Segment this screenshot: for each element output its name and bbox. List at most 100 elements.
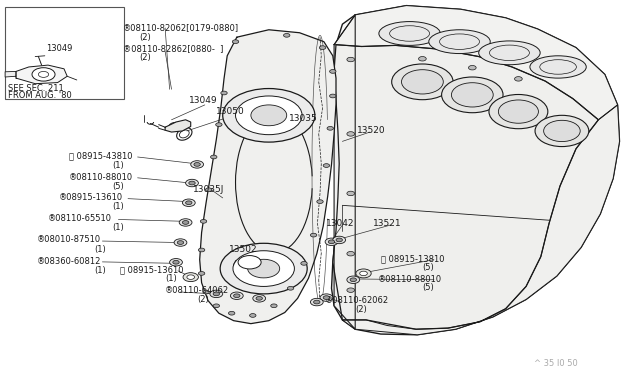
Circle shape <box>347 132 355 136</box>
Text: ®08110-62062: ®08110-62062 <box>325 296 389 305</box>
Circle shape <box>333 236 346 244</box>
Circle shape <box>213 304 220 308</box>
Circle shape <box>179 219 192 226</box>
Circle shape <box>319 46 326 49</box>
Circle shape <box>392 64 453 100</box>
Text: 13521: 13521 <box>372 219 401 228</box>
Text: (1): (1) <box>165 275 177 283</box>
Circle shape <box>236 96 302 135</box>
Circle shape <box>317 200 323 203</box>
Circle shape <box>310 233 317 237</box>
Circle shape <box>347 57 355 62</box>
Circle shape <box>38 71 49 77</box>
Circle shape <box>198 272 205 275</box>
Text: ®08110-88010: ®08110-88010 <box>378 275 442 283</box>
Ellipse shape <box>479 41 540 65</box>
Circle shape <box>220 243 307 294</box>
Text: Ⓣ 08915-43810: Ⓣ 08915-43810 <box>69 152 132 161</box>
Text: ®08915-13610: ®08915-13610 <box>59 193 123 202</box>
Circle shape <box>301 262 307 265</box>
Circle shape <box>216 123 222 126</box>
Circle shape <box>198 248 205 252</box>
Circle shape <box>442 77 503 113</box>
Circle shape <box>191 161 204 168</box>
Circle shape <box>223 89 315 142</box>
Text: 13035J: 13035J <box>193 185 225 194</box>
Circle shape <box>253 295 266 302</box>
Circle shape <box>248 259 280 278</box>
Polygon shape <box>333 45 598 329</box>
Circle shape <box>347 191 355 196</box>
Circle shape <box>489 94 548 129</box>
Circle shape <box>183 273 198 282</box>
Circle shape <box>228 311 235 315</box>
Circle shape <box>323 296 330 299</box>
Text: 13042: 13042 <box>326 219 355 228</box>
Circle shape <box>347 288 355 292</box>
Polygon shape <box>342 105 620 335</box>
Circle shape <box>200 219 207 223</box>
Circle shape <box>310 298 323 306</box>
Circle shape <box>205 188 212 192</box>
Circle shape <box>177 241 184 244</box>
Circle shape <box>347 276 360 283</box>
Circle shape <box>323 164 330 167</box>
Circle shape <box>401 70 444 94</box>
Text: 13520: 13520 <box>357 126 386 135</box>
Text: Ⓣ 08915-13610: Ⓣ 08915-13610 <box>120 266 184 275</box>
Circle shape <box>186 179 198 187</box>
Circle shape <box>419 57 426 61</box>
Circle shape <box>189 181 195 185</box>
Circle shape <box>360 271 367 276</box>
Ellipse shape <box>379 22 440 45</box>
Text: (2): (2) <box>140 53 151 62</box>
Text: (1): (1) <box>95 245 106 254</box>
Circle shape <box>213 292 220 296</box>
Polygon shape <box>234 257 266 269</box>
Circle shape <box>468 65 476 70</box>
Circle shape <box>287 286 294 290</box>
Circle shape <box>230 292 243 299</box>
Text: (1): (1) <box>112 161 124 170</box>
Polygon shape <box>200 30 336 324</box>
Circle shape <box>271 304 277 308</box>
Circle shape <box>330 94 336 98</box>
Circle shape <box>203 290 209 294</box>
Circle shape <box>330 70 336 73</box>
Circle shape <box>451 83 493 107</box>
Circle shape <box>535 115 589 147</box>
Text: (5): (5) <box>112 182 124 190</box>
Circle shape <box>174 239 187 246</box>
Circle shape <box>182 199 195 206</box>
Circle shape <box>233 251 294 286</box>
Text: (2): (2) <box>140 33 151 42</box>
Circle shape <box>211 155 217 159</box>
Text: ^ 35 I0 50: ^ 35 I0 50 <box>534 359 578 368</box>
Circle shape <box>210 290 223 298</box>
FancyBboxPatch shape <box>5 7 124 99</box>
Text: ®08110-65510: ®08110-65510 <box>48 214 112 223</box>
Text: (1): (1) <box>112 202 124 211</box>
Circle shape <box>250 314 256 317</box>
Text: (5): (5) <box>422 263 434 272</box>
Text: ®08110-82062[0179-0880]: ®08110-82062[0179-0880] <box>123 23 239 32</box>
Text: ®08360-60812: ®08360-60812 <box>37 257 102 266</box>
Circle shape <box>515 77 522 81</box>
Text: ®08110-88010: ®08110-88010 <box>69 173 133 182</box>
Text: ®08010-87510: ®08010-87510 <box>37 235 101 244</box>
Circle shape <box>251 105 287 126</box>
Text: ®08110-64062: ®08110-64062 <box>165 286 229 295</box>
Circle shape <box>320 294 333 301</box>
Polygon shape <box>332 6 620 335</box>
Text: 13502: 13502 <box>229 246 258 254</box>
Text: (1): (1) <box>112 223 124 232</box>
Polygon shape <box>16 65 67 84</box>
Text: SEE SEC. 211: SEE SEC. 211 <box>8 84 63 93</box>
Circle shape <box>350 278 356 282</box>
Circle shape <box>173 260 179 264</box>
Circle shape <box>499 100 538 123</box>
Circle shape <box>187 275 195 279</box>
Text: 13049: 13049 <box>46 44 72 53</box>
Text: (1): (1) <box>95 266 106 275</box>
Circle shape <box>284 33 290 37</box>
